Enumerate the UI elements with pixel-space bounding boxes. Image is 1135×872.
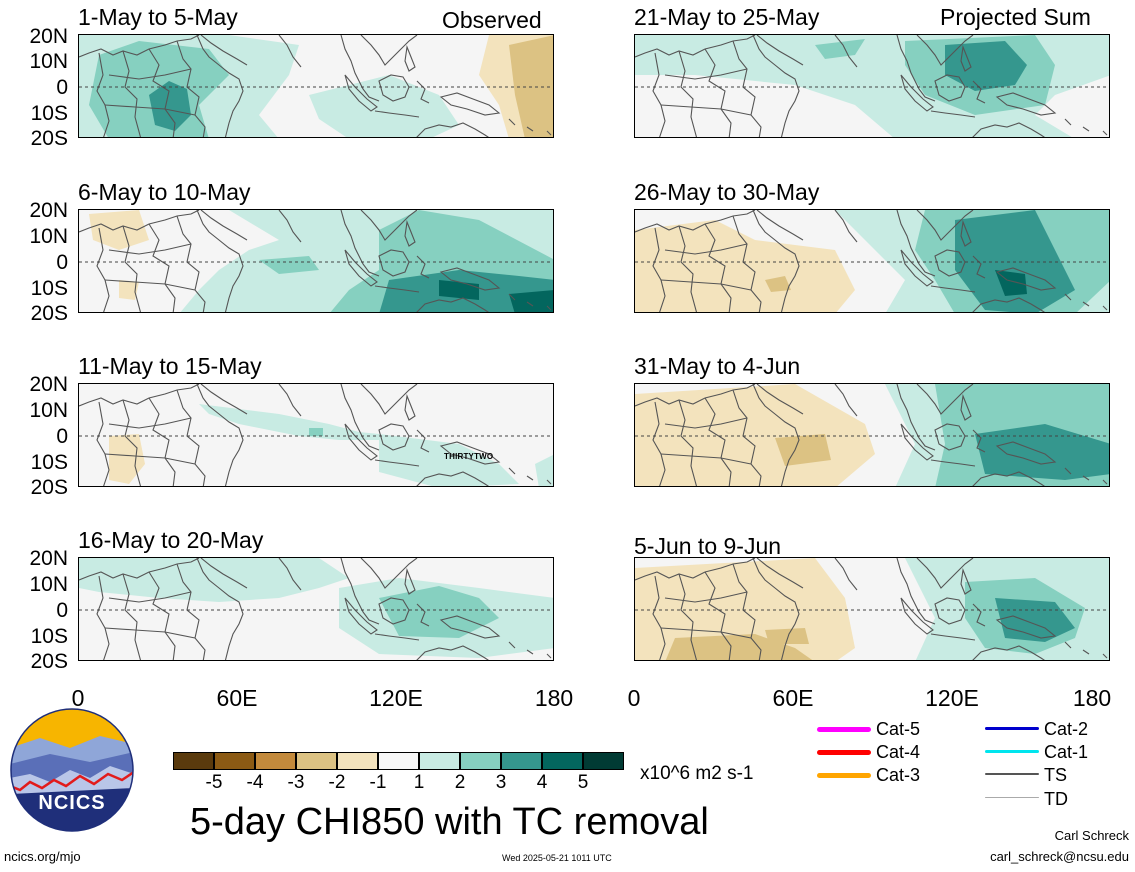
panel-title-4: 16-May to 20-May — [78, 527, 264, 553]
lon-label: 120E — [925, 685, 979, 711]
lat-label: 0 — [56, 599, 68, 622]
map-panel-4 — [78, 557, 554, 661]
colorbar-cell — [378, 752, 419, 770]
lon-label: 0 — [627, 685, 641, 711]
colorbar-tick: -4 — [246, 772, 264, 793]
lon-label: 0 — [71, 685, 85, 711]
lon-label: 120E — [369, 685, 423, 711]
colorbar-cell — [419, 752, 460, 770]
legend-swatch-cat1 — [985, 750, 1039, 753]
colorbar-tick: 1 — [413, 772, 425, 793]
legend-swatch-cat2 — [985, 727, 1039, 730]
lat-label: 10N — [29, 399, 68, 422]
lat-label: 20N — [29, 373, 68, 396]
legend-swatch-cat5 — [817, 727, 871, 732]
map-panel-5 — [634, 34, 1110, 138]
panel-note-observed: Observed — [442, 7, 542, 33]
panel-title-8: 5-Jun to 9-Jun — [634, 533, 782, 559]
lat-label: 0 — [56, 251, 68, 274]
colorbar-cell — [214, 752, 255, 770]
author-email[interactable]: carl_schreck@ncsu.edu — [990, 849, 1129, 864]
panel-title-5: 21-May to 25-May — [634, 4, 820, 30]
colorbar-cell — [583, 752, 624, 770]
map-panel-7 — [634, 383, 1110, 487]
lat-label: 20N — [29, 25, 68, 48]
lon-label: 60E — [772, 685, 814, 711]
colorbar-tick: 4 — [536, 772, 548, 793]
panel-title-2: 6-May to 10-May — [78, 179, 251, 205]
panel-title-6: 26-May to 30-May — [634, 179, 820, 205]
lat-label: 20N — [29, 547, 68, 570]
legend-label-cat5: Cat-5 — [876, 719, 921, 739]
panel-title-3: 11-May to 15-May — [78, 353, 262, 379]
colorbar-cell — [173, 752, 214, 770]
legend-swatch-cat4 — [817, 750, 871, 755]
panel-title-7: 31-May to 4-Jun — [634, 353, 801, 379]
lat-label: 20S — [30, 127, 68, 150]
lat-label: 10S — [30, 102, 68, 125]
lat-label: 10S — [30, 451, 68, 474]
lat-label: 20S — [30, 650, 68, 673]
lon-label: 180 — [534, 685, 574, 711]
lat-label: 10S — [30, 277, 68, 300]
colorbar-cell — [501, 752, 542, 770]
lat-label: 10S — [30, 625, 68, 648]
legend-swatch-td — [985, 797, 1039, 798]
colorbar-tick: -3 — [287, 772, 305, 793]
colorbar-tick: 2 — [454, 772, 466, 793]
lat-label: 10N — [29, 573, 68, 596]
lat-label: 20N — [29, 199, 68, 222]
lat-label: 0 — [56, 76, 68, 99]
storm-label: THIRTYTWO — [444, 452, 494, 461]
legend-label-cat2: Cat-2 — [1044, 719, 1089, 739]
website-link[interactable]: ncics.org/mjo — [4, 849, 81, 864]
legend-label-cat3: Cat-3 — [876, 765, 921, 785]
lat-label: 0 — [56, 425, 68, 448]
colorbar-cell — [296, 752, 337, 770]
colorbar-tick: 3 — [495, 772, 507, 793]
author-name: Carl Schreck — [1054, 828, 1129, 843]
colorbar-tick: -5 — [205, 772, 223, 793]
map-panel-1 — [78, 34, 554, 138]
legend-swatch-ts — [985, 773, 1039, 775]
panel-note-projected: Projected Sum — [940, 4, 1091, 30]
map-panel-8 — [634, 557, 1110, 661]
map-panel-3 — [78, 383, 554, 487]
map-panel-2 — [78, 209, 554, 313]
colorbar-tick: -1 — [369, 772, 387, 793]
panel-title-1: 1-May to 5-May — [78, 4, 238, 30]
legend-label-td: TD — [1044, 789, 1068, 809]
lat-label: 20S — [30, 476, 68, 499]
colorbar-cell — [542, 752, 583, 770]
lon-label: 180 — [1072, 685, 1112, 711]
timestamp: Wed 2025-05-21 1011 UTC — [502, 853, 612, 863]
lat-label: 20S — [30, 302, 68, 325]
ncics-logo: NCICS — [10, 708, 134, 832]
lat-label: 10N — [29, 225, 68, 248]
main-title: 5-day CHI850 with TC removal — [190, 801, 709, 843]
lon-label: 60E — [216, 685, 258, 711]
ncics-logo-text: NCICS — [38, 792, 106, 814]
colorbar-tick: 5 — [577, 772, 589, 793]
colorbar-tick: -2 — [328, 772, 346, 793]
legend-swatch-cat3 — [817, 773, 871, 778]
colorbar-cell — [337, 752, 378, 770]
colorbar-units: x10^6 m2 s-1 — [640, 763, 754, 784]
colorbar-cell — [255, 752, 296, 770]
colorbar-cell — [460, 752, 501, 770]
legend-label-cat4: Cat-4 — [876, 742, 921, 762]
map-panel-6 — [634, 209, 1110, 313]
legend-label-ts: TS — [1044, 765, 1068, 785]
legend-label-cat1: Cat-1 — [1044, 742, 1089, 762]
lat-label: 10N — [29, 50, 68, 73]
